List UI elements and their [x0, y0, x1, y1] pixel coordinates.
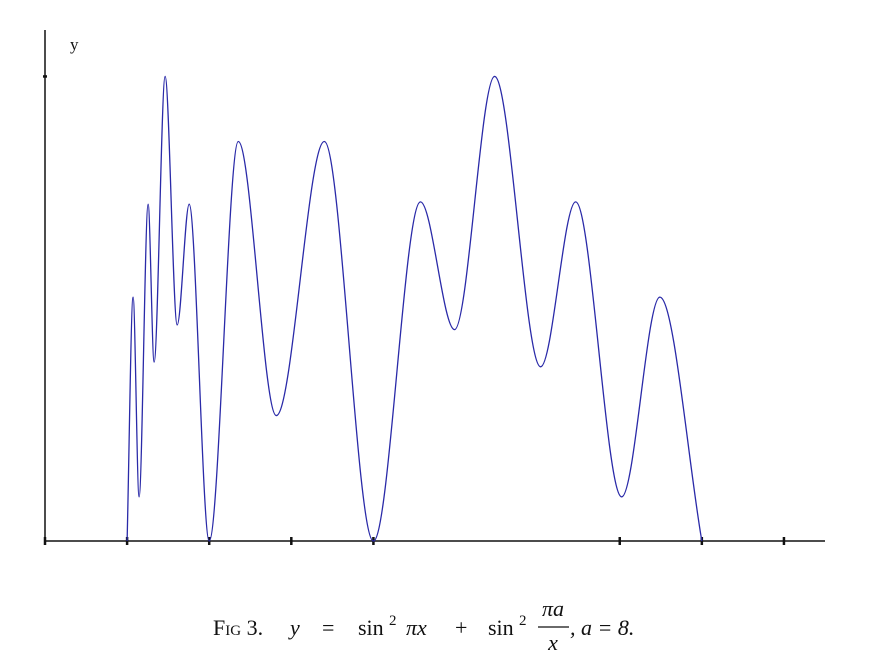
caption: Fig 3. y = sin 2 πx + sin 2 πa x , a = 8… — [213, 596, 634, 655]
caption-exp: 2 — [389, 613, 397, 629]
caption-sin: sin — [488, 615, 514, 640]
caption-denominator: x — [547, 630, 558, 655]
caption-numerator: πa — [542, 596, 564, 621]
caption-plus: + — [455, 615, 467, 640]
y-axis-label: y — [70, 35, 79, 54]
caption-tail: , a = 8. — [570, 615, 634, 640]
caption-exp: 2 — [519, 613, 527, 629]
caption-lhs: y — [288, 615, 300, 640]
caption-eq: = — [322, 615, 334, 640]
caption-arg: πx — [406, 615, 427, 640]
caption-sin: sin — [358, 615, 384, 640]
curve — [126, 75, 703, 542]
caption-label: Fig 3. — [213, 615, 263, 640]
